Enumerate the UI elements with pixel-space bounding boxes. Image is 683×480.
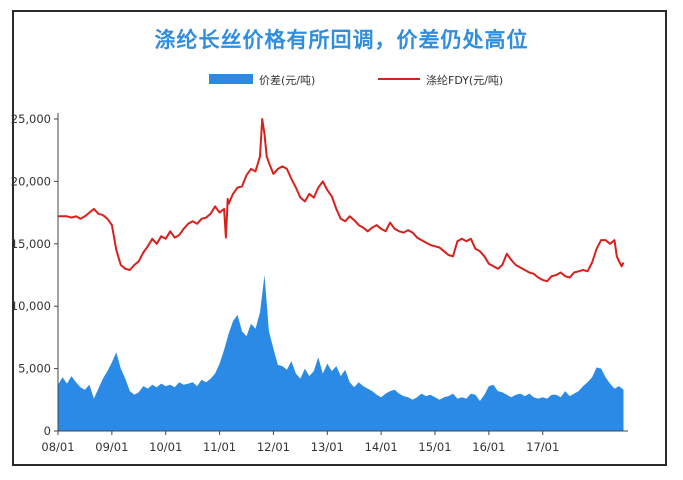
- y-tick-label: 25,000: [11, 112, 51, 126]
- chart-title: 涤纶长丝价格有所回调，价差仍处高位: [154, 28, 529, 52]
- y-tick-label: 10,000: [11, 299, 51, 313]
- legend-label-spread: 价差(元/吨): [259, 73, 315, 87]
- x-tick-label: 09/01: [95, 440, 128, 454]
- x-tick-label: 15/01: [418, 440, 451, 454]
- legend: 价差(元/吨) 涤纶FDY(元/吨): [209, 73, 503, 87]
- x-tick-label: 11/01: [203, 440, 236, 454]
- y-tick-label: 15,000: [11, 237, 51, 251]
- x-tick-label: 16/01: [472, 440, 505, 454]
- axes: 0 5,000 10,000 15,000 20,000 25,000 08/01 09/01…: [11, 112, 628, 454]
- series-line-fdy: [58, 118, 625, 283]
- x-tick-label: 14/01: [365, 440, 398, 454]
- x-tick-label: 13/01: [311, 440, 344, 454]
- y-tick-label: 20,000: [11, 174, 51, 188]
- y-tick-label: 0: [44, 424, 51, 438]
- y-tick-label: 5,000: [18, 362, 51, 376]
- x-tick-label: 08/01: [41, 440, 74, 454]
- plot-area: [58, 118, 625, 431]
- legend-label-fdy: 涤纶FDY(元/吨): [426, 73, 503, 87]
- legend-swatch-spread: [209, 74, 253, 84]
- x-tick-label: 12/01: [257, 440, 290, 454]
- x-tick-label: 17/01: [526, 440, 559, 454]
- series-area-spread: [58, 275, 624, 431]
- x-tick-label: 10/01: [149, 440, 182, 454]
